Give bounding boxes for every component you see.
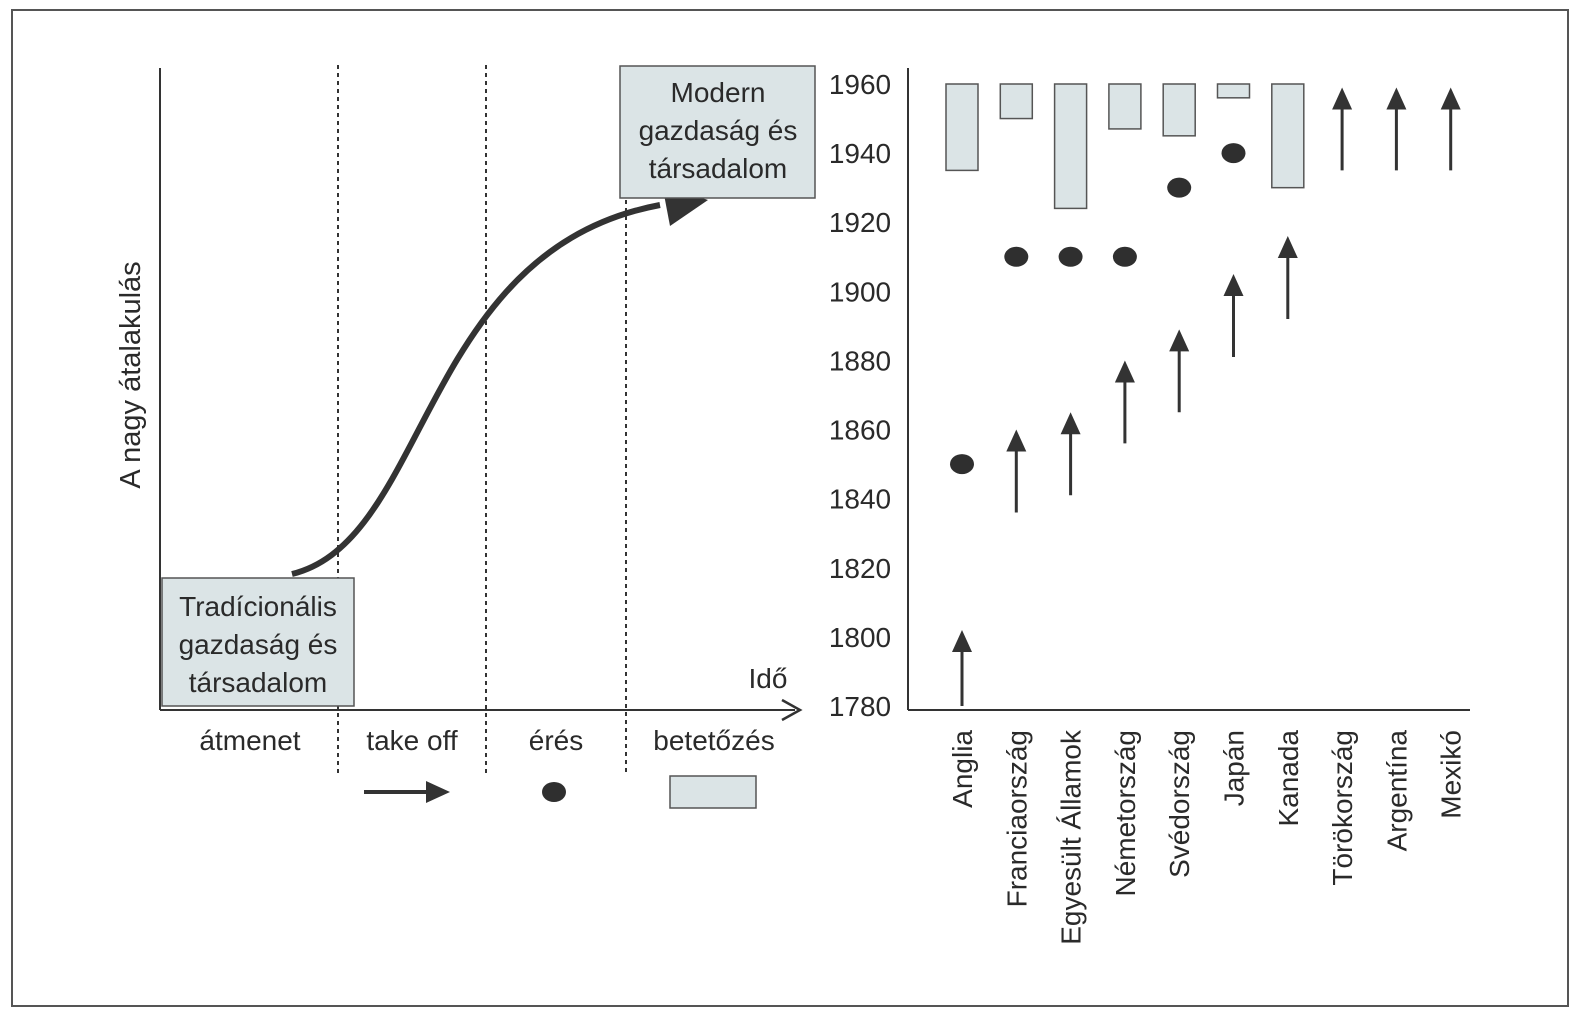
- legend-maturity-dot-icon: [542, 782, 566, 802]
- stage-label: take off: [366, 725, 458, 756]
- y-tick-label: 1860: [829, 415, 891, 446]
- country-label: Mexikó: [1436, 730, 1467, 819]
- y-tick-label: 1840: [829, 484, 891, 515]
- country-labels: Anglia Franciaország Egyesült Államok Német…: [947, 729, 1467, 945]
- mass-consumption-bar: [1053, 83, 1088, 210]
- country-label: Svédország: [1164, 730, 1195, 878]
- y-tick-label: 1960: [829, 69, 891, 100]
- x-axis-arrow-icon: [781, 698, 803, 722]
- take-off-arrowhead-icon: [1223, 274, 1244, 297]
- take-off-arrowhead-icon: [1386, 87, 1407, 110]
- y-tick-label: 1920: [829, 207, 891, 238]
- maturity-dot: [1112, 246, 1137, 267]
- legend-mass-consumption-box-icon: [669, 775, 757, 809]
- modern-box-line: gazdaság és: [639, 115, 798, 146]
- y-tick-label: 1820: [829, 553, 891, 584]
- figure-frame: [11, 9, 1569, 1007]
- stage-label: átmenet: [199, 725, 300, 756]
- stage-label: betetőzés: [653, 725, 774, 756]
- take-off-arrowhead-icon: [1114, 360, 1135, 383]
- country-label: Japán: [1219, 730, 1250, 806]
- country-label: Franciaország: [1001, 730, 1032, 907]
- mass-consumption-bar: [1162, 83, 1196, 137]
- country-label: Egyesült Államok: [1056, 729, 1087, 945]
- maturity-dot: [1004, 246, 1029, 267]
- maturity-dot: [950, 454, 974, 475]
- y-tick-label: 1940: [829, 138, 891, 169]
- traditional-box-line: társadalom: [189, 667, 328, 698]
- mass-consumption-bar: [945, 83, 979, 172]
- traditional-box: Tradícionális gazdaság és társadalom: [161, 577, 355, 707]
- take-off-arrowhead-icon: [1006, 429, 1027, 452]
- left-diagram: A nagy átalakulás Idő Tradícionális gazd…: [115, 65, 816, 809]
- take-off-arrowhead-icon: [1440, 87, 1461, 110]
- traditional-box-line: Tradícionális: [179, 591, 337, 622]
- y-axis-label: A nagy átalakulás: [115, 261, 147, 488]
- country-label: Anglia: [947, 730, 978, 808]
- take-off-arrowhead-icon: [1332, 87, 1353, 110]
- mass-consumption-bar: [1216, 83, 1251, 99]
- y-tick-label: 1780: [829, 691, 891, 722]
- country-marks: [945, 83, 1461, 706]
- stage-label: érés: [529, 725, 583, 756]
- country-label: Kanada: [1273, 730, 1304, 827]
- x-axis-label: Idő: [749, 663, 788, 694]
- legend-take-off-arrow-icon: [364, 781, 450, 803]
- take-off-arrowhead-icon: [1277, 236, 1298, 259]
- traditional-box-line: gazdaság és: [179, 629, 338, 660]
- country-timeline-chart: 1780 1800 1820 1840 1860 1880 1900 1920 1940 1960…: [829, 68, 1470, 945]
- mass-consumption-bar: [999, 83, 1034, 120]
- maturity-dot: [1221, 143, 1246, 164]
- maturity-dot: [1058, 246, 1083, 267]
- maturity-dot: [1167, 177, 1192, 198]
- take-off-arrowhead-icon: [1060, 412, 1081, 435]
- modern-box-line: társadalom: [649, 153, 788, 184]
- mass-consumption-bar: [1108, 83, 1142, 130]
- country-label: Törökország: [1327, 730, 1358, 886]
- take-off-arrowhead-icon: [952, 629, 972, 652]
- take-off-arrowhead-icon: [1169, 329, 1190, 352]
- y-tick-label: 1900: [829, 276, 891, 307]
- modern-box: Modern gazdaság és társadalom: [619, 65, 816, 199]
- modern-box-line: Modern: [671, 77, 766, 108]
- transformation-curve: [291, 202, 661, 577]
- mass-consumption-bar: [1271, 83, 1305, 189]
- y-ticks: 1780 1800 1820 1840 1860 1880 1900 1920 1940 1960: [829, 69, 891, 722]
- country-label: Argentína: [1381, 730, 1412, 852]
- y-tick-label: 1800: [829, 622, 891, 653]
- y-tick-label: 1880: [829, 345, 891, 376]
- country-label: Németország: [1110, 730, 1141, 897]
